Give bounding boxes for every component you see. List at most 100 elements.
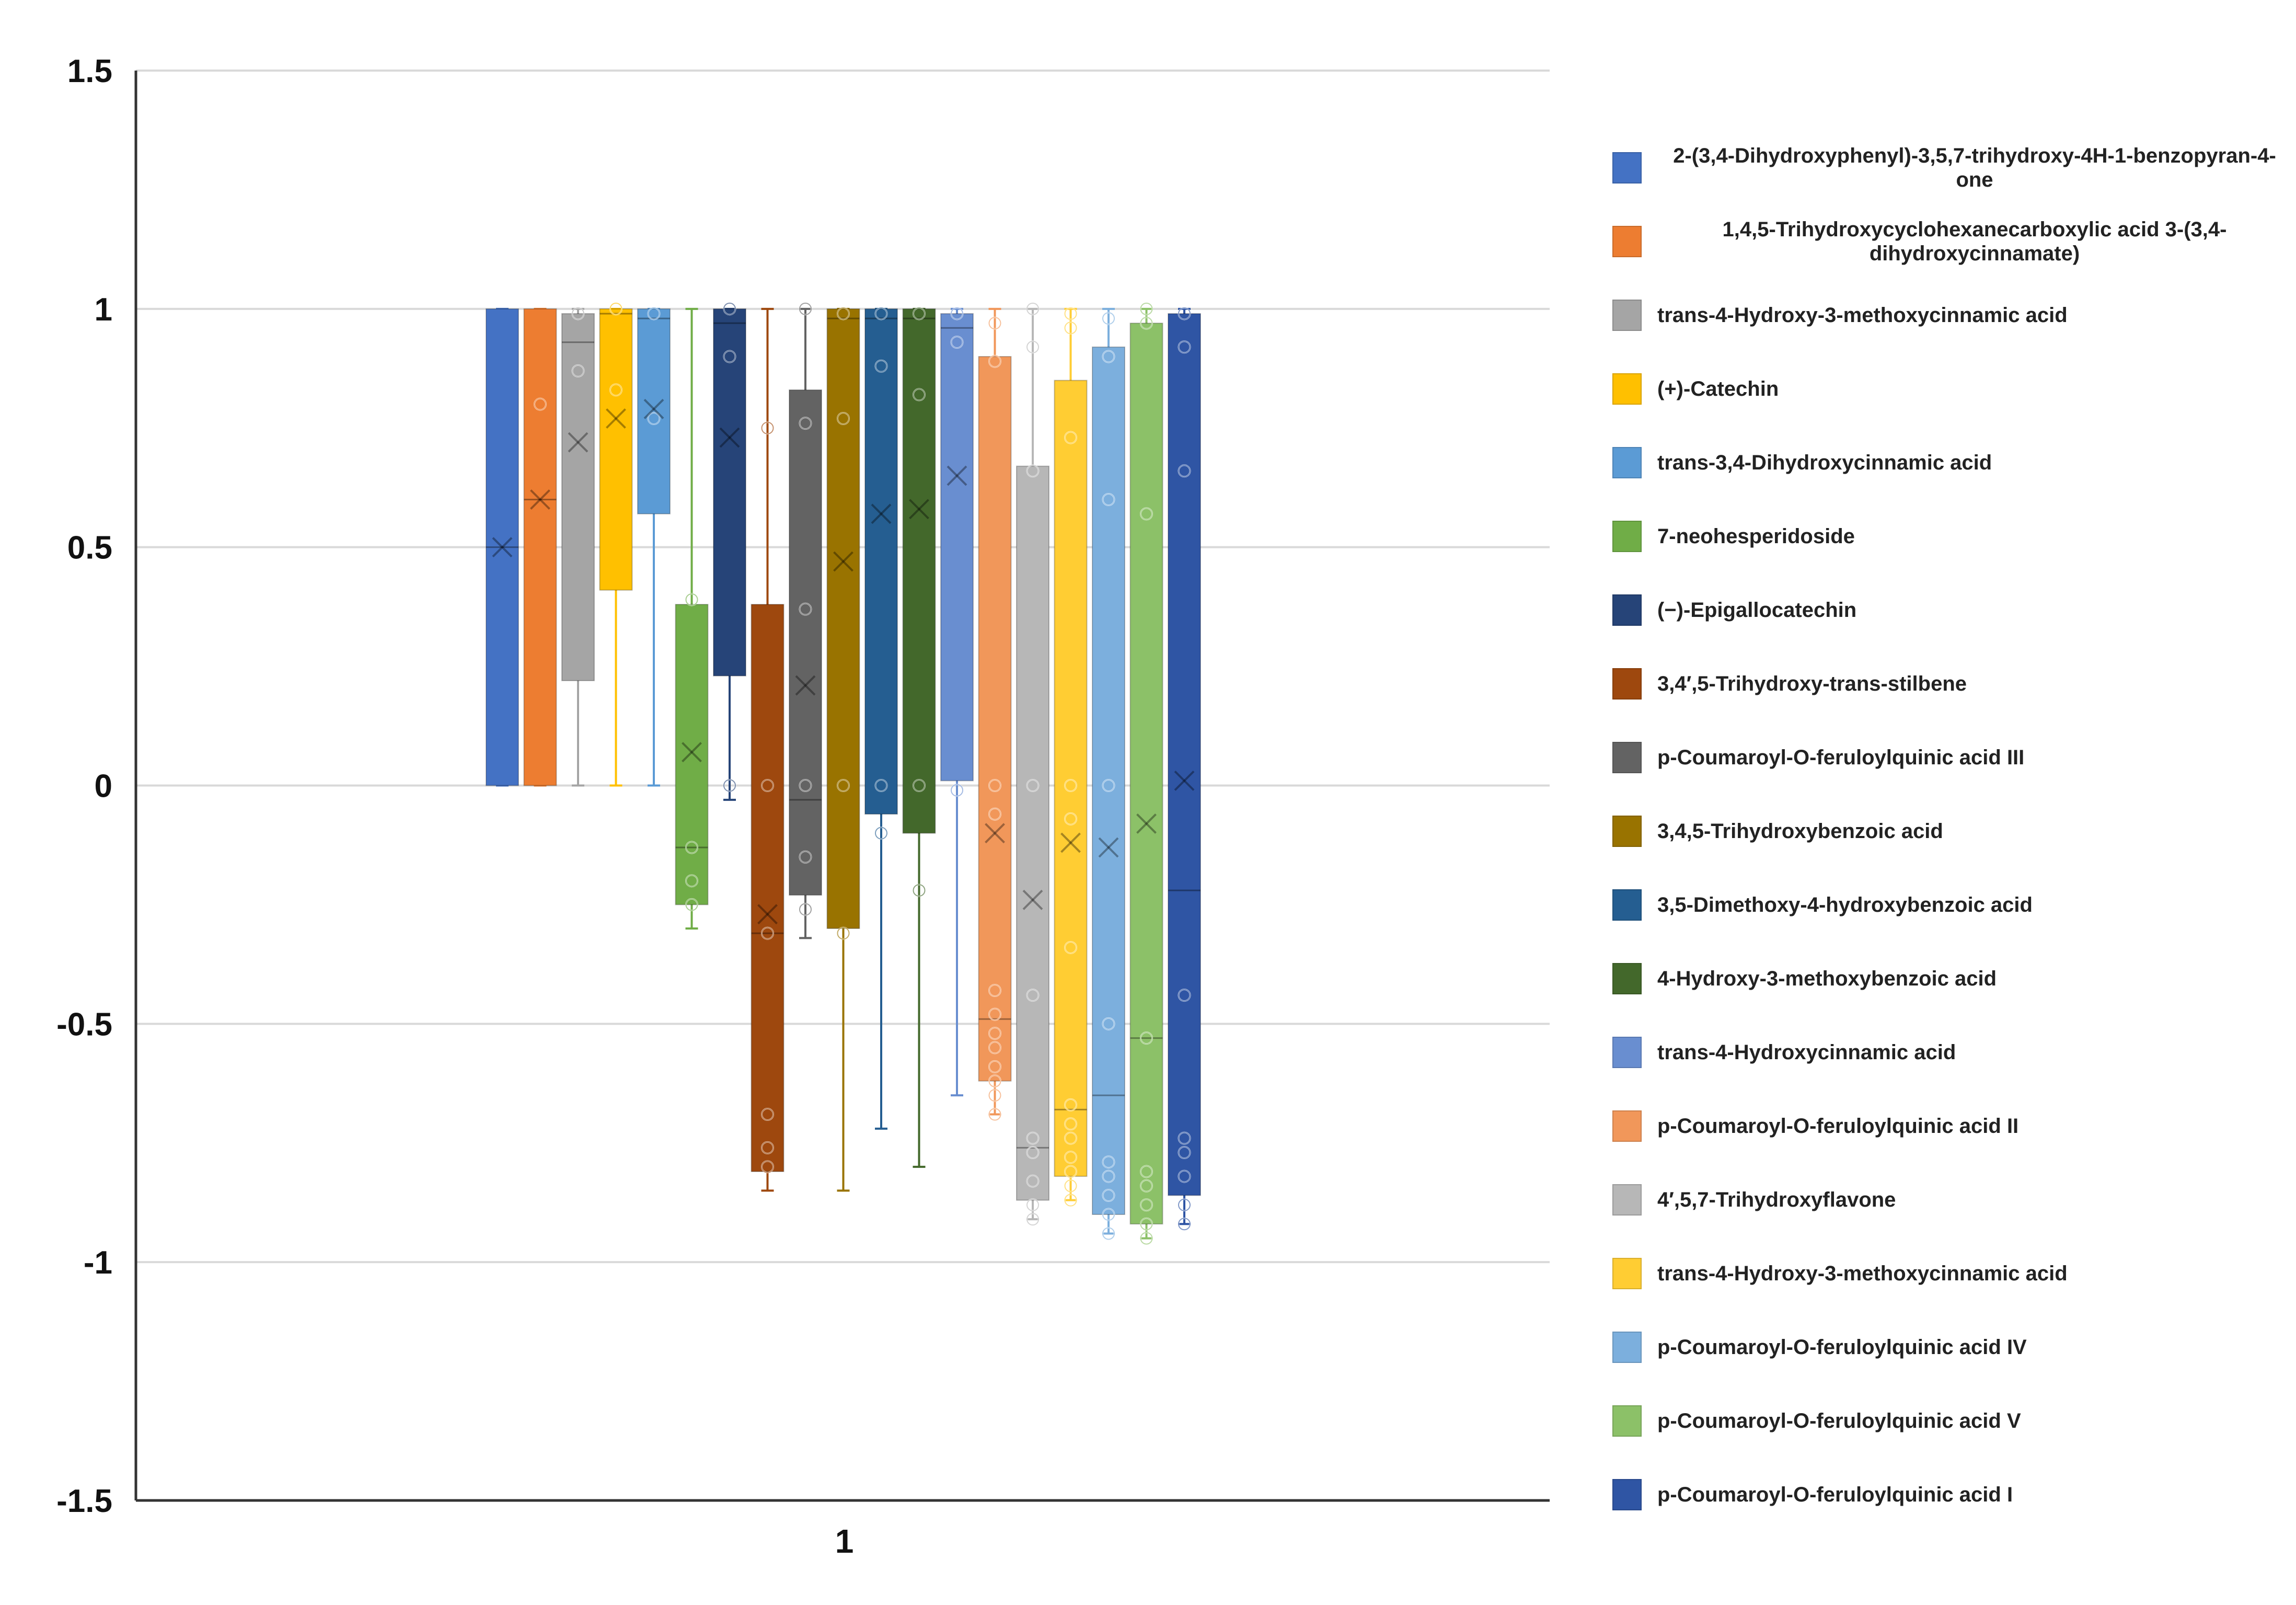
legend-swatch — [1612, 815, 1642, 847]
data-point-outline — [913, 388, 926, 401]
legend: 2-(3,4-Dihydroxyphenyl)-3,5,7-trihydroxy… — [1612, 131, 2292, 1531]
data-point-outline — [988, 984, 1001, 997]
mean-marker — [530, 489, 550, 510]
data-point-outline — [572, 307, 584, 320]
box-1 — [486, 307, 519, 787]
box-body — [523, 308, 557, 786]
box-14 — [978, 307, 1012, 1121]
data-point-outline — [1026, 1213, 1039, 1226]
box-body — [978, 356, 1012, 1082]
mean-marker — [757, 904, 778, 925]
mean-marker — [795, 675, 816, 696]
data-point-outline — [1064, 307, 1077, 320]
data-point-outline — [648, 307, 660, 320]
data-point-outline — [609, 383, 622, 396]
legend-label: p-Coumaroyl-O-feruloylquinic acid III — [1657, 746, 2025, 769]
box-body — [637, 308, 671, 514]
legend-item: 4′,5,7-Trihydroxyflavone — [1612, 1163, 2292, 1236]
data-point-outline — [1102, 1155, 1115, 1168]
data-point-outline — [875, 827, 887, 840]
data-point-outline — [875, 307, 887, 320]
mean-marker — [1174, 770, 1195, 791]
data-point-outline — [761, 1141, 774, 1154]
y-tick-label: 1 — [95, 292, 112, 328]
legend-swatch — [1612, 1110, 1642, 1142]
data-point-outline — [1064, 1132, 1077, 1145]
box-body — [561, 313, 595, 681]
data-point-outline — [913, 307, 926, 320]
data-point-outline — [913, 779, 926, 792]
mean-marker — [568, 432, 589, 453]
legend-swatch — [1612, 1405, 1642, 1437]
legend-label: p-Coumaroyl-O-feruloylquinic acid V — [1657, 1409, 2021, 1432]
mean-marker — [871, 503, 892, 524]
data-point-outline — [1102, 779, 1115, 792]
data-point-outline — [685, 841, 698, 854]
data-point-outline — [1178, 1132, 1191, 1145]
legend-label: 2-(3,4-Dihydroxyphenyl)-3,5,7-trihydroxy… — [1673, 144, 2276, 191]
mean-marker — [1022, 889, 1043, 910]
data-point-outline — [1178, 340, 1191, 353]
mean-marker — [1136, 813, 1157, 834]
data-point-outline — [685, 593, 698, 606]
legend-swatch — [1612, 446, 1642, 478]
legend-label: trans-3,4-Dihydroxycinnamic acid — [1657, 451, 1992, 474]
box-body — [1054, 380, 1088, 1177]
box-body — [1129, 323, 1163, 1225]
mean-marker — [492, 537, 513, 558]
data-point-outline — [951, 336, 963, 349]
data-point-outline — [1178, 307, 1191, 320]
box-body — [1168, 313, 1201, 1196]
data-point-outline — [761, 779, 774, 792]
data-point-outline — [1178, 989, 1191, 1002]
mean-marker — [1060, 832, 1081, 853]
data-point-outline — [837, 307, 850, 320]
data-point-outline — [913, 884, 926, 897]
data-point-outline — [1064, 779, 1077, 792]
data-point-outline — [799, 903, 812, 916]
legend-item: trans-4-Hydroxy-3-methoxycinnamic acid — [1612, 1236, 2292, 1310]
legend-label: p-Coumaroyl-O-feruloylquinic acid I — [1657, 1483, 2013, 1506]
legend-item: p-Coumaroyl-O-feruloylquinic acid IV — [1612, 1310, 2292, 1384]
mean-marker — [606, 408, 626, 429]
mean-marker — [1098, 837, 1119, 858]
box-6 — [675, 307, 709, 930]
data-point-outline — [1064, 1117, 1077, 1130]
legend-swatch — [1612, 1036, 1642, 1068]
box-series-layer — [486, 302, 1201, 1245]
box-body — [864, 308, 898, 815]
mean-marker — [985, 823, 1005, 844]
data-point-outline — [1102, 1227, 1115, 1240]
mean-marker — [568, 432, 589, 453]
mean-marker — [947, 465, 967, 486]
axes: 1.5 1 0.5 0 -0.5 -1 -1.5 1 — [56, 53, 1550, 1560]
box-3 — [561, 307, 595, 787]
data-point-outline — [1064, 812, 1077, 826]
box-10 — [826, 307, 860, 1192]
box-17 — [1092, 307, 1125, 1240]
y-tick-label: -1.5 — [56, 1483, 112, 1519]
box-2 — [523, 307, 557, 787]
legend-label: p-Coumaroyl-O-feruloylquinic acid IV — [1657, 1335, 2027, 1359]
box-body — [1092, 346, 1125, 1215]
data-point-outline — [837, 779, 850, 792]
data-point-outline — [1102, 1017, 1115, 1030]
legend-item: 2-(3,4-Dihydroxyphenyl)-3,5,7-trihydroxy… — [1612, 131, 2292, 204]
legend-swatch — [1612, 889, 1642, 921]
legend-swatch — [1612, 1331, 1642, 1363]
legend-label: 7-neohesperidoside — [1657, 524, 1855, 548]
data-point-outline — [799, 302, 812, 315]
legend-label: 4-Hydroxy-3-methoxybenzoic acid — [1657, 967, 1997, 990]
data-point-outline — [1140, 1165, 1153, 1178]
mean-marker — [719, 427, 740, 448]
mean-marker — [643, 398, 664, 419]
legend-label: (−)-Epigallocatechin — [1657, 598, 1857, 622]
data-point-outline — [799, 779, 812, 792]
legend-item: 7-neohesperidoside — [1612, 499, 2292, 573]
data-point-outline — [761, 1108, 774, 1121]
data-point-outline — [1026, 302, 1039, 315]
legend-item: trans-3,4-Dihydroxycinnamic acid — [1612, 426, 2292, 499]
data-point-outline — [534, 398, 547, 411]
legend-swatch — [1612, 520, 1642, 552]
mean-marker — [947, 465, 967, 486]
